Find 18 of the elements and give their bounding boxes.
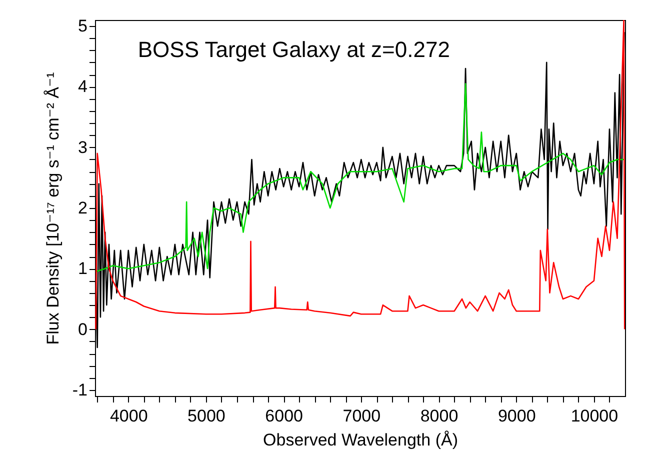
line-series bbox=[95, 83, 625, 272]
y-tick-label: 5 bbox=[78, 16, 88, 36]
text: BOSS Target Galaxy at z=0.272 bbox=[138, 37, 450, 62]
y-tick-label: 2 bbox=[78, 198, 88, 218]
y-tick-label: -1 bbox=[72, 380, 88, 400]
x-tick-label: 5000 bbox=[188, 406, 226, 426]
x-tick-label: 9000 bbox=[498, 406, 536, 426]
x-tick-label: 8000 bbox=[420, 406, 458, 426]
x-tick-label: 6000 bbox=[265, 406, 303, 426]
x-tick-label: 10000 bbox=[570, 406, 618, 426]
x-axis-title: Observed Wavelength (Å) bbox=[263, 430, 458, 450]
y-axis-title: Flux Density [10⁻¹⁷ erg s⁻¹ cm⁻² Å⁻¹ bbox=[43, 72, 62, 345]
y-tick-label: 1 bbox=[78, 259, 88, 278]
y-tick-label: 4 bbox=[78, 77, 88, 96]
x-tick-label: 7000 bbox=[342, 406, 381, 426]
y-tick-label: 3 bbox=[78, 138, 88, 157]
y-tick-label: 0 bbox=[78, 320, 88, 339]
x-tick-label: 4000 bbox=[110, 406, 148, 426]
